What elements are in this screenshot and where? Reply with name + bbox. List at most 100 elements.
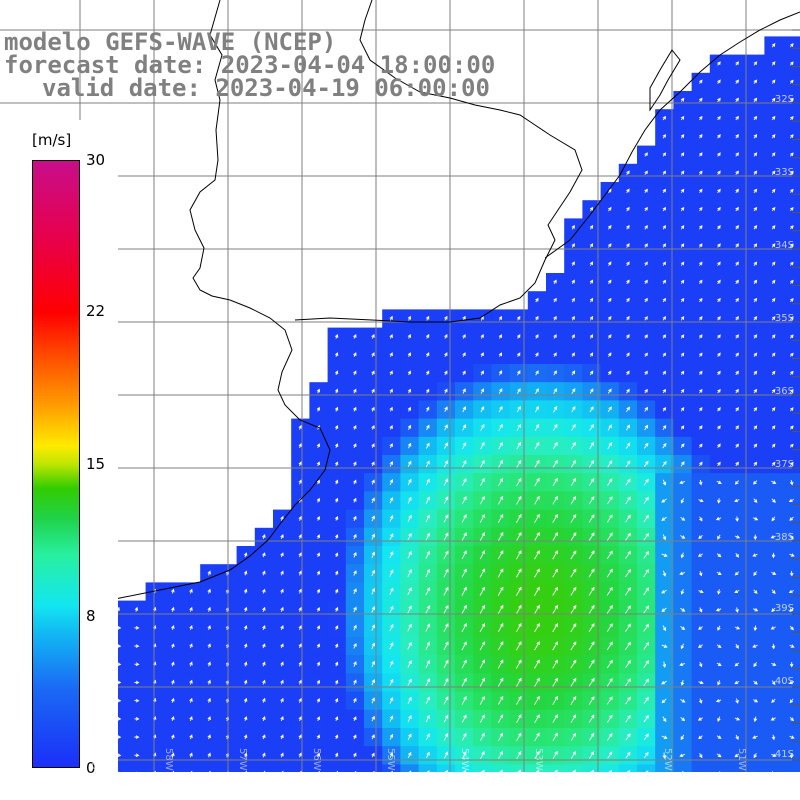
wind-arrow [353,406,357,412]
wind-arrow [389,752,393,758]
wind-arrow [790,334,794,339]
wind-arrow [589,315,594,321]
wind-arrow [371,752,375,758]
colorbar-tick-22: 22 [86,302,106,320]
wind-arrow [680,115,685,121]
wind-arrow [207,588,211,594]
lat-label: 39S [774,603,794,614]
wind-arrow [443,496,449,505]
wind-arrow [498,405,503,413]
wind-arrow [753,97,758,103]
wind-arrow [298,570,302,576]
wind-arrow [753,370,758,376]
wind-arrow [134,680,140,685]
colorbar-tick-0: 0 [86,759,96,777]
wind-arrow [588,477,595,487]
wind-arrow [662,534,667,541]
wind-arrow [479,714,485,723]
wind-arrow [534,622,540,633]
wind-arrow [644,170,648,175]
wind-arrow [734,480,740,485]
wind-arrow [735,552,739,558]
wind-arrow [371,406,375,412]
wind-arrow [680,552,685,559]
wind-arrow [626,261,630,266]
wind-arrow [353,443,357,448]
wind-arrow [588,623,595,633]
wind-arrow [644,261,648,266]
wind-arrow [243,734,248,740]
wind-arrow [734,535,741,539]
wind-arrow [699,388,703,394]
wind-arrow [516,641,522,651]
wind-arrow [389,569,394,577]
wind-arrow [425,641,431,650]
wind-arrow [699,97,703,103]
wind-arrow [589,206,594,212]
wind-arrow [407,424,412,430]
wind-arrow [644,243,648,248]
wind-arrow [626,170,630,175]
colorbar-tick-8: 8 [86,607,96,625]
wind-arrow [571,243,575,248]
wind-arrow [680,188,685,194]
wind-arrow [444,315,448,321]
wind-arrow [497,604,504,615]
wind-arrow [717,261,721,266]
wind-arrow [753,534,758,541]
wind-arrow [735,425,739,430]
wind-arrow [790,261,794,266]
wind-arrow [790,461,794,466]
wind-arrow [643,532,649,541]
wind-arrow [353,479,357,485]
wind-arrow [589,297,594,303]
wind-arrow [699,316,703,321]
wind-arrow [407,569,412,577]
wind-arrow [498,750,503,760]
wind-arrow [790,170,794,175]
wind-arrow [207,570,211,576]
wind-arrow [625,496,631,505]
wind-arrow [643,478,649,486]
wind-arrow [534,732,540,742]
wind-arrow [389,388,393,394]
wind-arrow [770,626,776,630]
wind-arrow [334,625,339,630]
wind-arrow [771,589,776,595]
wind-arrow [753,352,758,357]
wind-arrow [571,261,575,266]
wind-arrow [462,333,466,339]
wind-arrow [661,516,667,521]
lat-label: 36S [774,386,794,397]
wind-arrow [552,604,558,614]
wind-arrow [680,699,686,703]
wind-arrow [662,152,667,157]
wind-arrow [262,625,266,631]
wind-arrow [790,43,794,48]
wind-arrow [662,115,667,121]
wind-arrow [698,498,704,503]
wind-arrow [516,622,522,633]
wind-arrow [425,751,430,759]
coastline-north [294,0,583,323]
wind-arrow [371,533,375,540]
wind-arrow [298,661,302,667]
wind-arrow [461,496,467,505]
wind-arrow [498,423,503,431]
wind-arrow [735,407,739,412]
wind-arrow [753,425,758,430]
wind-arrow [516,586,522,596]
wind-arrow [516,441,522,450]
wind-arrow [443,532,449,541]
wind-arrow [316,679,321,685]
wind-arrow [426,424,430,431]
wind-arrow [752,735,758,739]
wind-arrow [735,261,739,266]
wind-arrow [680,679,685,686]
colorbar-units: [m/s] [32,131,72,149]
wind-arrow [698,680,704,685]
wind-arrow [570,604,577,614]
wind-arrow [699,334,703,339]
map-title-model: modelo GEFS-WAVE (NCEP) [4,28,337,56]
wind-arrow [516,714,522,724]
